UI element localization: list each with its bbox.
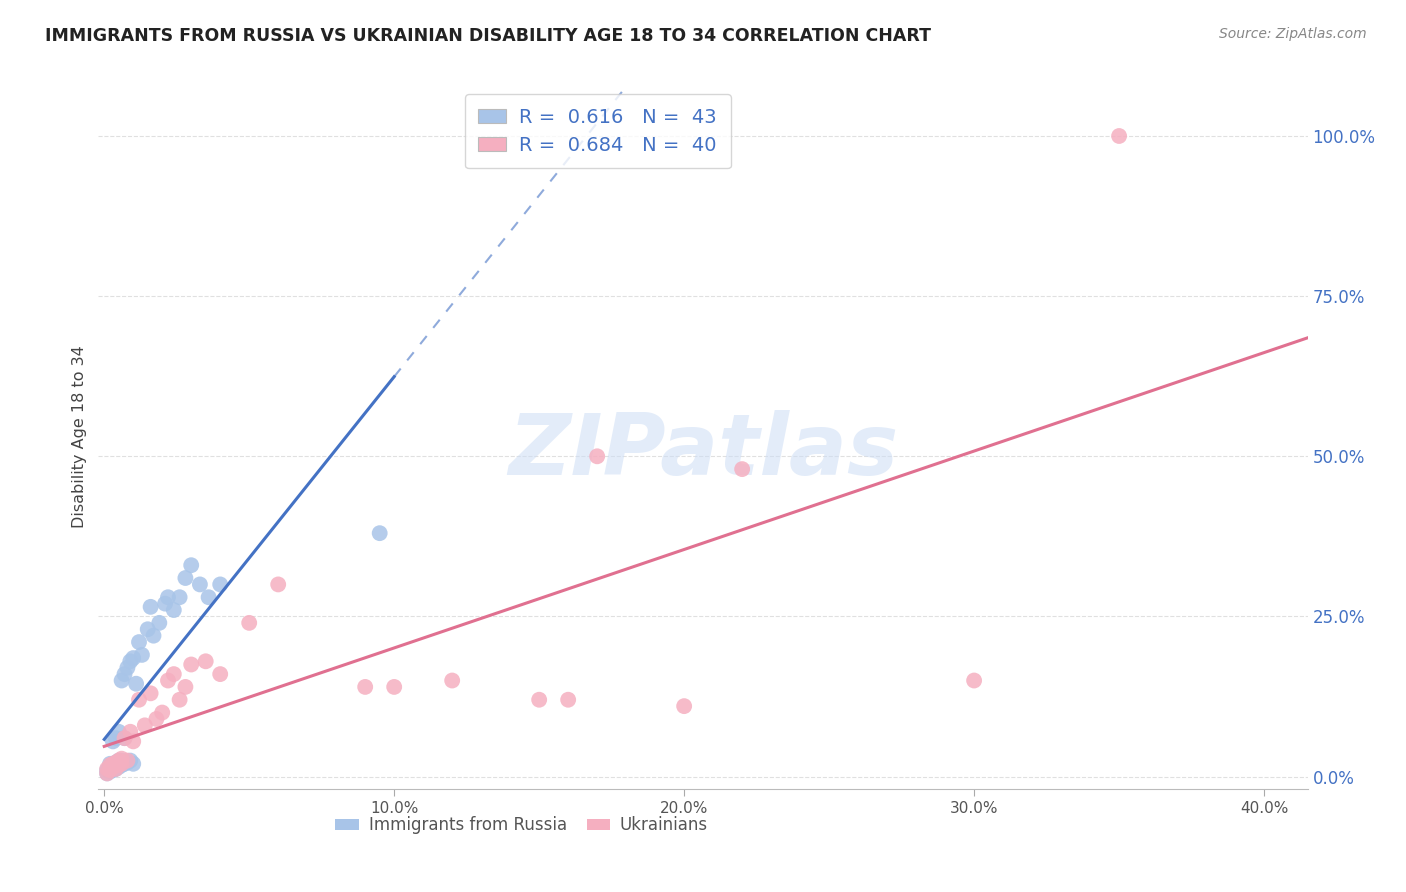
Point xyxy=(131,648,153,662)
Point xyxy=(96,763,118,777)
Point xyxy=(101,734,124,748)
Point xyxy=(238,615,260,630)
Point xyxy=(209,667,232,681)
Point xyxy=(163,667,186,681)
Point xyxy=(197,591,219,605)
Text: ZIPatlas: ZIPatlas xyxy=(508,409,898,492)
Point xyxy=(98,756,121,771)
Text: Source: ZipAtlas.com: Source: ZipAtlas.com xyxy=(1219,27,1367,41)
Point xyxy=(107,754,129,768)
Point xyxy=(107,724,129,739)
Point xyxy=(114,756,136,771)
Point xyxy=(128,635,150,649)
Point xyxy=(98,760,121,774)
Point xyxy=(110,758,132,772)
Point xyxy=(114,731,136,746)
Point xyxy=(163,603,186,617)
Point xyxy=(180,657,202,672)
Legend: Immigrants from Russia, Ukrainians: Immigrants from Russia, Ukrainians xyxy=(329,810,714,841)
Point xyxy=(122,651,145,665)
Point xyxy=(110,756,132,771)
Point xyxy=(120,654,142,668)
Point xyxy=(101,758,124,772)
Point xyxy=(110,754,132,768)
Point xyxy=(101,763,124,777)
Point xyxy=(139,686,162,700)
Point xyxy=(142,629,165,643)
Point xyxy=(120,724,142,739)
Point xyxy=(104,756,127,770)
Point xyxy=(557,692,579,706)
Point xyxy=(104,762,127,776)
Point xyxy=(101,756,124,771)
Point xyxy=(169,692,191,706)
Point xyxy=(110,673,132,688)
Point xyxy=(527,692,550,706)
Point xyxy=(209,577,232,591)
Point xyxy=(150,706,173,720)
Point xyxy=(117,756,139,770)
Point xyxy=(153,597,176,611)
Point xyxy=(96,766,118,780)
Point xyxy=(96,766,118,780)
Point xyxy=(673,699,696,714)
Text: IMMIGRANTS FROM RUSSIA VS UKRAINIAN DISABILITY AGE 18 TO 34 CORRELATION CHART: IMMIGRANTS FROM RUSSIA VS UKRAINIAN DISA… xyxy=(45,27,931,45)
Point xyxy=(98,763,121,777)
Point xyxy=(104,731,127,746)
Point xyxy=(148,615,170,630)
Point xyxy=(441,673,464,688)
Point xyxy=(156,591,179,605)
Point xyxy=(122,734,145,748)
Point xyxy=(145,712,167,726)
Point xyxy=(188,577,211,591)
Point xyxy=(120,754,142,768)
Point xyxy=(96,762,118,776)
Point xyxy=(267,577,290,591)
Point xyxy=(136,622,159,636)
Y-axis label: Disability Age 18 to 34: Disability Age 18 to 34 xyxy=(72,346,87,528)
Point xyxy=(98,758,121,772)
Point xyxy=(169,591,191,605)
Point xyxy=(98,764,121,779)
Point xyxy=(134,718,156,732)
Point xyxy=(128,692,150,706)
Point xyxy=(139,599,162,614)
Point xyxy=(354,680,377,694)
Point xyxy=(117,754,139,768)
Point xyxy=(107,760,129,774)
Point xyxy=(114,667,136,681)
Point xyxy=(110,752,132,766)
Point xyxy=(174,680,197,694)
Point xyxy=(963,673,986,688)
Point xyxy=(180,558,202,573)
Point xyxy=(114,731,136,746)
Point xyxy=(104,756,127,770)
Point xyxy=(382,680,405,694)
Point xyxy=(156,673,179,688)
Point xyxy=(174,571,197,585)
Point xyxy=(368,526,391,541)
Point xyxy=(122,756,145,771)
Point xyxy=(101,760,124,774)
Point xyxy=(107,758,129,772)
Point xyxy=(107,754,129,768)
Point xyxy=(1108,128,1130,143)
Point xyxy=(194,654,217,668)
Point xyxy=(117,661,139,675)
Point xyxy=(104,762,127,776)
Point xyxy=(125,676,148,690)
Point xyxy=(586,450,609,464)
Point xyxy=(731,462,754,476)
